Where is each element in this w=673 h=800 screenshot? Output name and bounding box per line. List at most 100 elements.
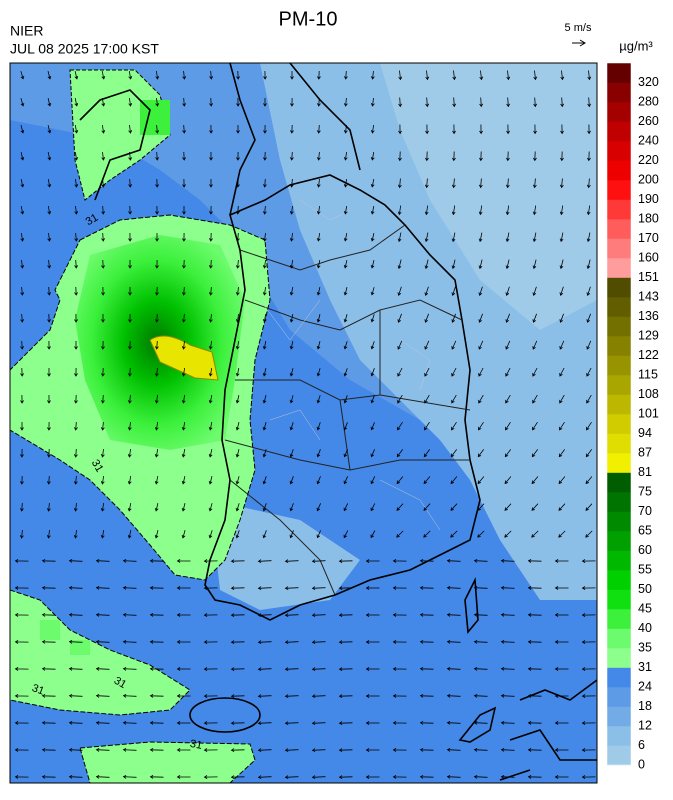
wind-arrow [230, 667, 245, 672]
wind-arrow [554, 748, 569, 752]
wind-arrow [101, 394, 105, 404]
colorbar-label: 170 [638, 231, 659, 245]
wind-arrow [155, 151, 159, 161]
wind-arrow [559, 421, 565, 431]
wind-arrow [74, 341, 78, 350]
wind-arrow [181, 313, 186, 323]
wind-arrow [338, 559, 353, 563]
wind-arrow [101, 259, 105, 269]
wind-arrow [284, 559, 299, 564]
colorbar-segment [607, 297, 631, 317]
wind-key-arrowhead [579, 39, 586, 47]
wind-arrow [19, 529, 24, 539]
wind-arrow [532, 340, 538, 350]
wind-arrow [101, 367, 105, 377]
wind-arrow [74, 421, 78, 431]
colorbar-segment [607, 355, 631, 376]
wind-arrow [47, 152, 52, 161]
wind-arrow [73, 448, 78, 458]
wind-arrow [581, 748, 596, 752]
wind-arrow [316, 476, 321, 485]
colorbar-label: 129 [638, 328, 659, 342]
wind-arrow [370, 314, 375, 323]
wind-arrow [505, 178, 510, 189]
wind-arrow [257, 721, 272, 726]
wind-arrow [473, 558, 488, 563]
wind-arrow [74, 259, 78, 269]
colorbar-segment [607, 219, 631, 239]
wind-arrow [208, 368, 213, 377]
wind-arrow [20, 367, 24, 377]
wind-arrow [68, 585, 83, 590]
colorbar-segment [607, 472, 631, 493]
wind-arrow [149, 748, 164, 752]
wind-arrow [20, 259, 25, 269]
wind-arrow [47, 395, 51, 404]
wind-arrow [316, 449, 321, 458]
wind-arrow [149, 559, 164, 563]
wind-arrow [235, 232, 240, 242]
wind-arrow [532, 259, 537, 270]
colorbar-label: 200 [638, 172, 659, 186]
wind-arrow [41, 693, 56, 698]
wind-arrow [370, 124, 375, 134]
wind-arrow [182, 151, 186, 161]
wind-arrow [14, 586, 29, 590]
colorbar-segment [607, 336, 631, 356]
wind-arrow [451, 232, 456, 243]
wind-arrow [478, 178, 483, 189]
wind-arrow [398, 124, 402, 135]
wind-arrow [20, 340, 24, 350]
wind-arrow [101, 205, 106, 215]
wind-arrow [284, 586, 299, 591]
wind-arrow [41, 720, 56, 725]
wind-arrow [586, 313, 591, 323]
colorbar-segment [607, 63, 631, 83]
wind-arrow [527, 748, 542, 752]
colorbar-segment [607, 511, 631, 532]
colorbar-segment [607, 550, 631, 571]
wind-arrow [398, 70, 403, 81]
wind-arrow [20, 475, 24, 485]
wind-arrow [128, 205, 132, 215]
wind-arrow [587, 97, 592, 108]
wind-arrow [257, 748, 272, 753]
wind-arrow [122, 639, 137, 644]
colorbar-label: 122 [638, 348, 659, 362]
wind-arrow [311, 640, 326, 645]
wind-arrow [47, 286, 52, 296]
wind-arrow [451, 205, 456, 216]
wind-arrow [68, 774, 83, 779]
wind-arrow [559, 205, 564, 216]
wind-arrow [230, 613, 245, 618]
title: PM-10 [279, 8, 338, 30]
wind-arrow [533, 70, 538, 81]
wind-arrow [95, 693, 110, 698]
wind-arrow [73, 502, 78, 512]
wind-arrow [235, 476, 240, 485]
wind-arrow [560, 124, 564, 135]
colorbar-label: 60 [638, 543, 652, 557]
wind-arrow [504, 503, 512, 511]
contour-label: 31 [89, 458, 106, 475]
southwest-core [40, 620, 90, 655]
wind-arrow [398, 151, 402, 162]
wind-arrow [506, 70, 511, 81]
wind-arrow [95, 774, 110, 779]
wind-arrow [316, 151, 321, 161]
wind-arrow [316, 503, 321, 512]
wind-arrow [506, 151, 510, 162]
wind-arrow [506, 97, 511, 108]
wind-arrow [365, 613, 380, 617]
colorbar-segment [607, 589, 631, 610]
wind-arrow [95, 747, 110, 752]
wind-arrow [100, 448, 105, 458]
wind-arrow [311, 748, 326, 753]
wind-arrow [560, 97, 565, 108]
wind-arrow [149, 694, 164, 698]
wind-key-label: 5 m/s [565, 22, 592, 34]
wind-arrow [419, 747, 434, 752]
wind-arrow [284, 640, 299, 645]
wind-arrow [424, 286, 429, 297]
colorbar-label: 55 [638, 562, 652, 576]
